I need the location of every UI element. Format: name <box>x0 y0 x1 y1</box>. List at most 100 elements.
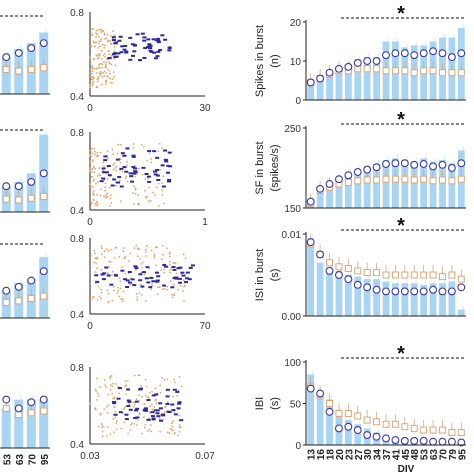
scatter-point-blue-2-43 <box>184 277 189 280</box>
square-marker-right2-3 <box>335 263 343 271</box>
scatter-point-orange-2-116 <box>145 250 148 253</box>
scatter-point-blue-3-45 <box>172 388 177 391</box>
scatter-point-blue-2-15 <box>106 274 111 277</box>
scatter-point-orange-1-66 <box>105 196 107 199</box>
bar-right2-1 <box>316 262 324 316</box>
scatter-point-blue-1-12 <box>112 178 117 181</box>
scatter-point-orange-0-108 <box>89 59 92 61</box>
scatter-point-orange-3-39 <box>177 389 180 392</box>
scatter-point-orange-1-37 <box>116 152 119 155</box>
scatter-point-orange-1-14 <box>89 170 91 172</box>
scatter-point-orange-2-42 <box>171 293 173 296</box>
scatter-point-blue-0-53 <box>154 39 159 42</box>
square-marker-left1-3 <box>40 193 48 201</box>
scatter-point-orange-0-84 <box>108 62 111 65</box>
scatter-point-orange-0-153 <box>105 66 108 69</box>
scatter-point-orange-2-52 <box>93 250 96 252</box>
circle-marker-right2-3 <box>334 271 343 279</box>
scatter-point-blue-2-52 <box>138 273 143 276</box>
scatter-point-orange-3-141 <box>144 378 147 381</box>
scatter-point-orange-1-16 <box>150 161 153 164</box>
scatter-point-orange-3-113 <box>148 411 151 414</box>
scatter-point-orange-0-83 <box>100 40 102 42</box>
square-marker-left2-2 <box>27 295 35 302</box>
scatter-point-blue-1-45 <box>128 172 133 175</box>
scatter-point-orange-1-112 <box>90 201 93 204</box>
square-marker-left1-0 <box>2 195 10 203</box>
scatter-point-orange-1-23 <box>95 204 97 207</box>
scatter-point-orange-1-58 <box>158 142 161 145</box>
square-marker-right0-11 <box>410 69 418 77</box>
scatter-point-blue-1-33 <box>146 175 151 178</box>
scatter-point-orange-2-33 <box>139 283 142 286</box>
scatter-point-orange-3-135 <box>163 378 166 381</box>
scatter-point-orange-3-33 <box>149 405 152 408</box>
scatter-point-orange-2-124 <box>173 294 176 297</box>
scatter-point-orange-2-129 <box>162 253 164 256</box>
circle-marker-right2-6 <box>363 283 372 292</box>
square-marker-left3-3 <box>40 407 48 415</box>
scatter-point-blue-2-51 <box>125 286 130 289</box>
scatter-point-orange-3-97 <box>124 393 127 396</box>
scatter-point-orange-3-148 <box>123 407 126 410</box>
scatter-point-orange-1-131 <box>89 149 92 152</box>
scatter-point-orange-0-100 <box>95 41 98 44</box>
circle-marker-right3-3 <box>334 424 343 433</box>
scatter-point-orange-3-4 <box>112 418 115 421</box>
scatter-point-orange-3-36 <box>138 394 141 397</box>
scatter-point-orange-2-31 <box>93 252 96 255</box>
circle-marker-right3-13 <box>429 437 438 446</box>
scatter-point-blue-3-22 <box>124 413 129 416</box>
square-marker-right1-8 <box>382 175 390 183</box>
circle-marker-right2-8 <box>382 287 390 296</box>
scatter-point-orange-0-13 <box>113 34 116 37</box>
scatter-point-orange-0-159 <box>107 50 110 53</box>
scatter-point-orange-1-34 <box>89 167 92 170</box>
circle-marker-left1-2 <box>27 177 36 186</box>
scatter-point-blue-3-54 <box>144 409 149 412</box>
scatter-point-orange-3-58 <box>151 391 153 393</box>
scatter-point-orange-2-158 <box>95 257 98 260</box>
significance-star-2: * <box>397 215 405 237</box>
scatter-point-blue-0-23 <box>140 32 145 35</box>
scatter-point-orange-3-122 <box>96 392 99 395</box>
square-marker-right1-15 <box>448 177 456 185</box>
scatter-point-blue-3-5 <box>177 401 182 404</box>
circle-marker-left0-3 <box>39 39 48 48</box>
scatter-point-blue-2-10 <box>123 278 128 281</box>
circle-marker-left3-2 <box>27 398 36 407</box>
scatter-point-orange-1-18 <box>157 150 160 153</box>
scatter-point-blue-2-19 <box>171 265 176 268</box>
scatter-point-orange-2-29 <box>120 298 122 301</box>
ytick-label-0-2: 20 <box>290 18 302 29</box>
bar-right2-4 <box>344 275 352 316</box>
scatter-point-orange-3-151 <box>148 417 151 420</box>
scatter-point-orange-1-145 <box>92 166 95 169</box>
square-marker-right0-10 <box>401 67 409 75</box>
circle-marker-right1-10 <box>400 159 409 168</box>
bar-right2-6 <box>363 279 371 316</box>
scatter-point-blue-3-2 <box>151 394 156 397</box>
scatter-point-orange-1-41 <box>102 195 105 198</box>
scatter-point-orange-2-153 <box>136 255 139 258</box>
scatter-point-orange-1-74 <box>115 169 117 172</box>
scatter-point-blue-1-13 <box>166 164 171 167</box>
scatter-point-orange-3-20 <box>144 423 147 426</box>
scatter-point-blue-1-4 <box>110 184 115 187</box>
scatter-xtick-right-2: 70 <box>199 321 211 332</box>
scatter-point-blue-3-49 <box>134 409 139 412</box>
scatter-point-orange-1-21 <box>96 194 99 196</box>
scatter-point-orange-2-38 <box>165 247 168 250</box>
scatter-point-orange-2-2 <box>129 252 132 255</box>
scatter-point-orange-0-109 <box>95 32 97 35</box>
scatter-point-blue-2-17 <box>156 275 161 278</box>
circle-marker-left2-1 <box>14 282 23 291</box>
circle-marker-right0-3 <box>334 64 343 73</box>
scatter-point-blue-2-40 <box>187 278 192 281</box>
bar-right3-0 <box>307 374 315 445</box>
scatter-point-blue-2-37 <box>146 281 151 284</box>
scatter-point-blue-3-4 <box>112 402 117 405</box>
scatter-point-orange-1-94 <box>133 203 135 205</box>
scatter-point-orange-2-70 <box>113 289 116 292</box>
bar-right2-14 <box>439 283 446 316</box>
